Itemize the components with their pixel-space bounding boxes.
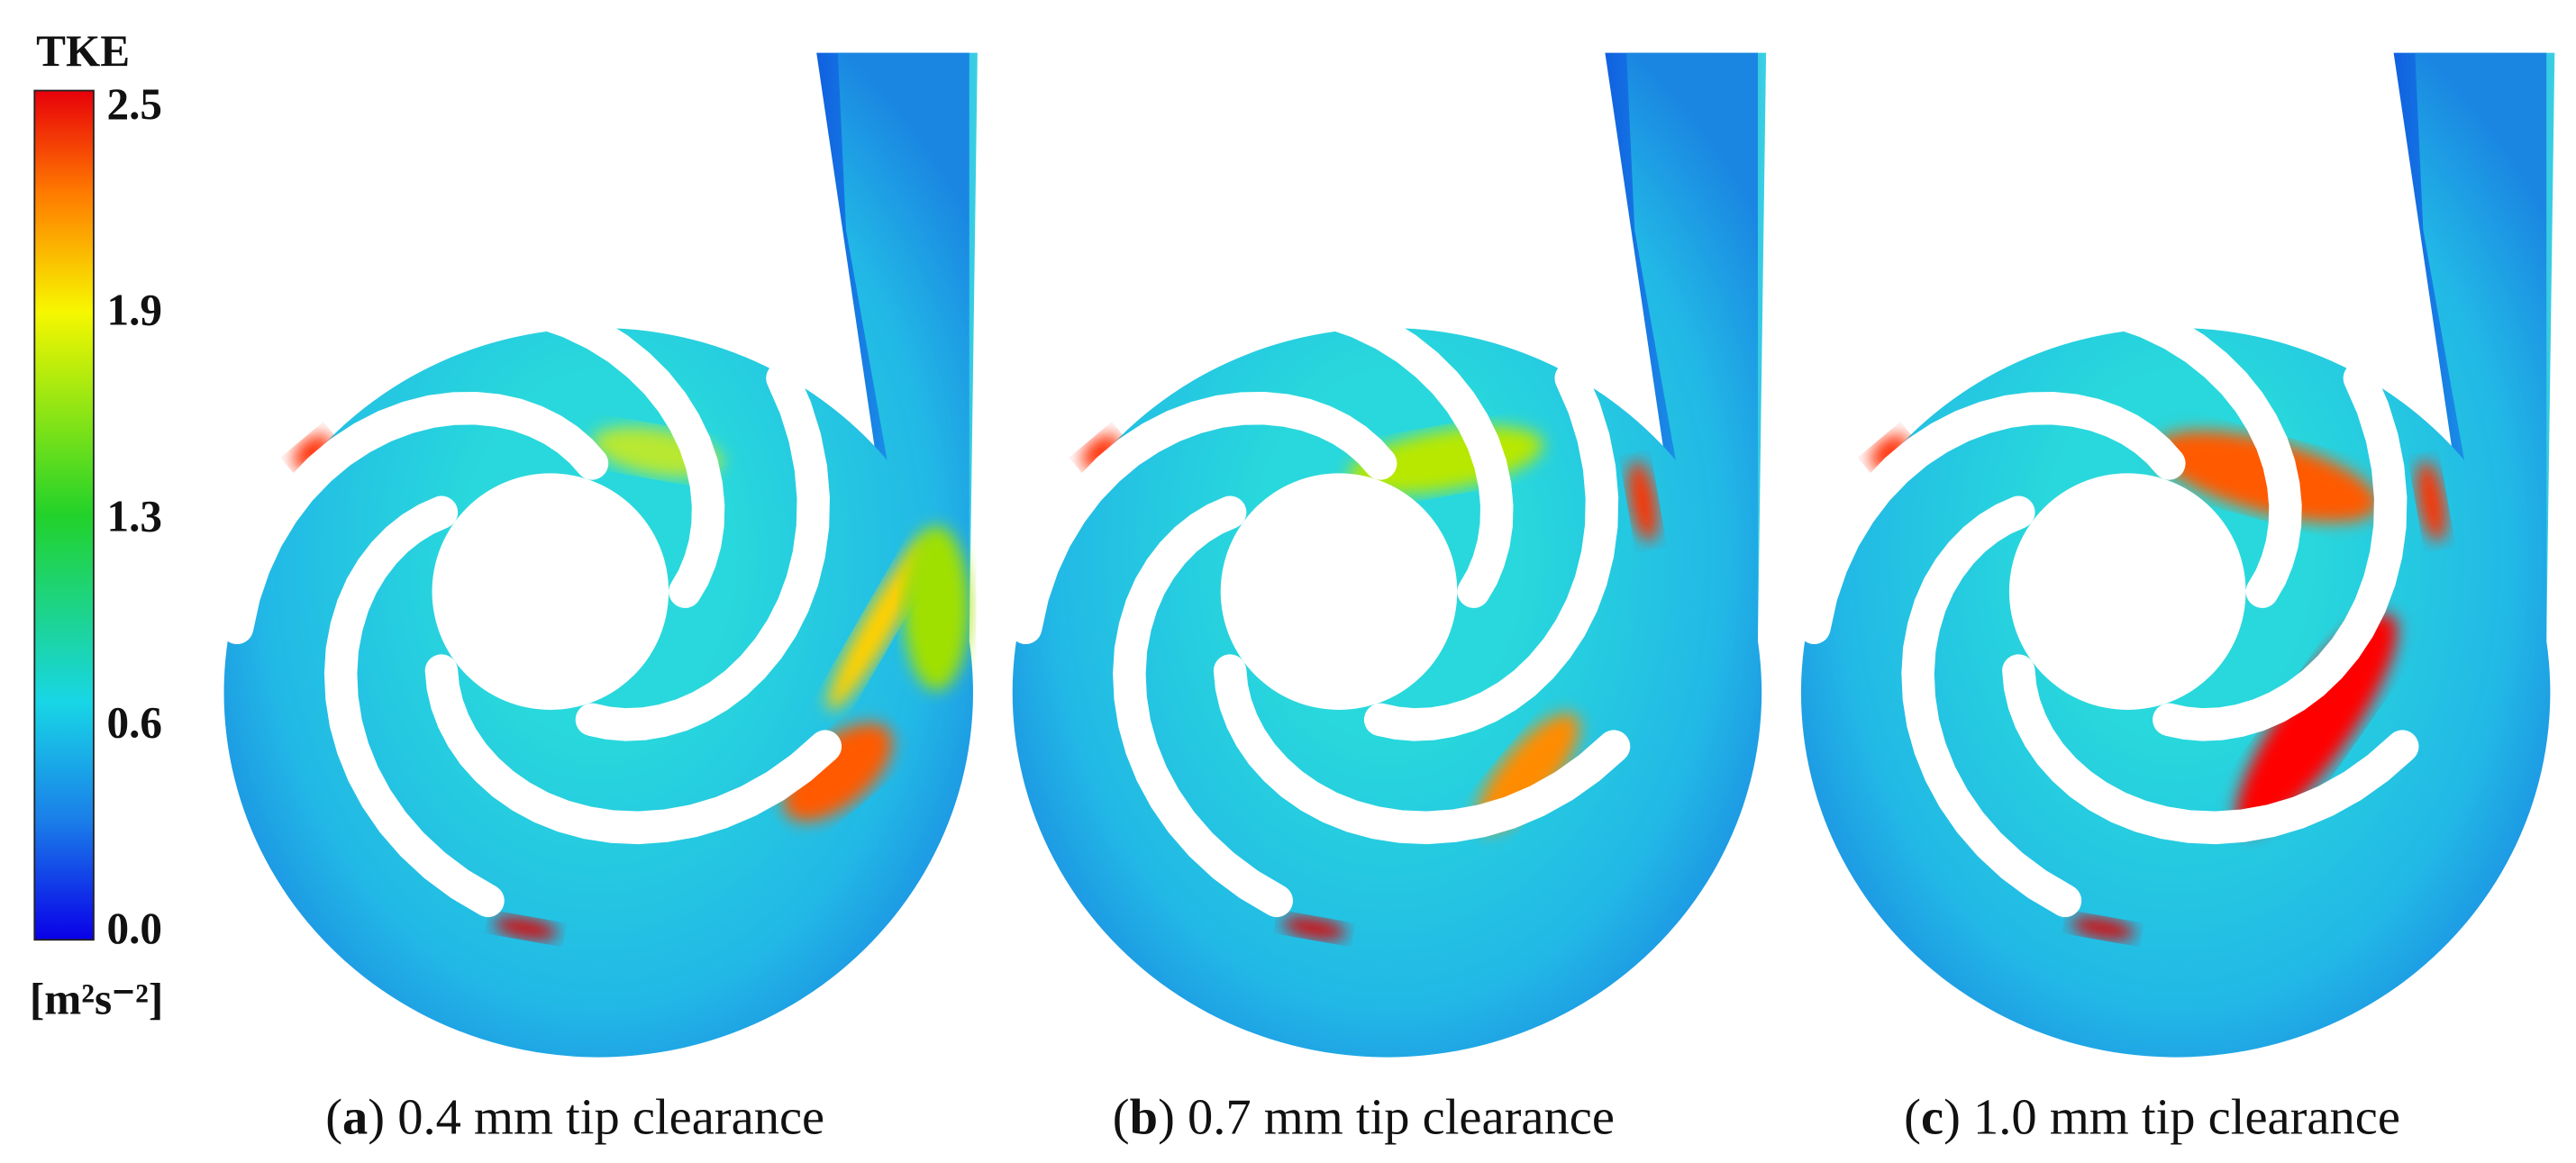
impeller-blade [1980,285,2302,608]
impeller [1798,285,2419,918]
tke-hotspot [1627,460,1658,542]
colorbar-title: TKE [36,26,130,76]
tke-hotspot [292,433,332,470]
impeller-blade [323,495,505,918]
colorbar-tick-label: 0.6 [107,697,163,747]
impeller [220,285,842,918]
impeller-hub [432,473,669,710]
tke-hotspot [1080,433,1121,470]
caption-paren: ( [1904,1089,1921,1145]
tke-hotspot [2070,916,2135,940]
colorbar-tick-label: 1.3 [107,492,163,541]
impeller-blade [1901,495,2082,918]
impeller-hub [2008,473,2246,710]
panel-caption: (a) 0.4 mm tip clearance [325,1089,824,1145]
impeller-blade [1213,654,1631,845]
impeller-blade [424,654,842,845]
colorbar-unit: [m²s⁻²] [30,974,163,1023]
impeller-blade [2153,361,2408,741]
caption-text: ) 0.4 mm tip clearance [368,1089,824,1145]
colorbar: TKE 2.5 1.9 1.3 0.6 0.0 [m²s⁻²] [30,26,163,1023]
panels [220,52,2555,1058]
tke-hotspot [2417,460,2446,542]
impeller [1009,285,1631,918]
pump-contour [220,52,978,1058]
impeller-blade [1798,391,2186,645]
caption-letter: b [1130,1089,1158,1145]
tke-hotspot [1281,916,1347,940]
impeller-blade [1363,361,1619,741]
impeller-blade [402,285,725,608]
colorbar-tick-label: 2.5 [107,79,163,129]
caption-paren: ( [325,1089,342,1145]
pump-contour [1798,52,2555,1058]
colorbar-scale [33,89,95,941]
impeller-blade [1113,495,1293,918]
caption-text: ) 0.7 mm tip clearance [1158,1089,1615,1145]
caption-letter: c [1921,1089,1943,1145]
panel-caption: (b) 0.7 mm tip clearance [1113,1089,1615,1145]
panel-caption: (c) 1.0 mm tip clearance [1904,1089,2400,1145]
impeller-blade [1009,391,1397,645]
impeller-blade [2002,654,2419,845]
caption-letter: a [342,1089,368,1145]
pump-contour [1009,52,1767,1058]
impeller-blade [575,361,830,741]
impeller-hub [1220,473,1458,710]
tke-hotspot [783,722,893,822]
impeller-blade [1191,285,1514,608]
caption-paren: ( [1113,1089,1130,1145]
colorbar-tick-label: 0.0 [107,904,163,953]
tke-hotspot [2235,613,2398,833]
tke-hotspot [903,525,969,691]
tke-hotspot [827,538,931,711]
tke-hotspot [1870,433,1909,470]
caption-text: ) 1.0 mm tip clearance [1943,1089,2400,1145]
colorbar-tick-label: 1.9 [107,286,163,335]
tke-hotspot [493,916,559,940]
colorbar-ticks: 2.5 1.9 1.3 0.6 0.0 [107,79,163,953]
impeller-blade [220,391,609,645]
